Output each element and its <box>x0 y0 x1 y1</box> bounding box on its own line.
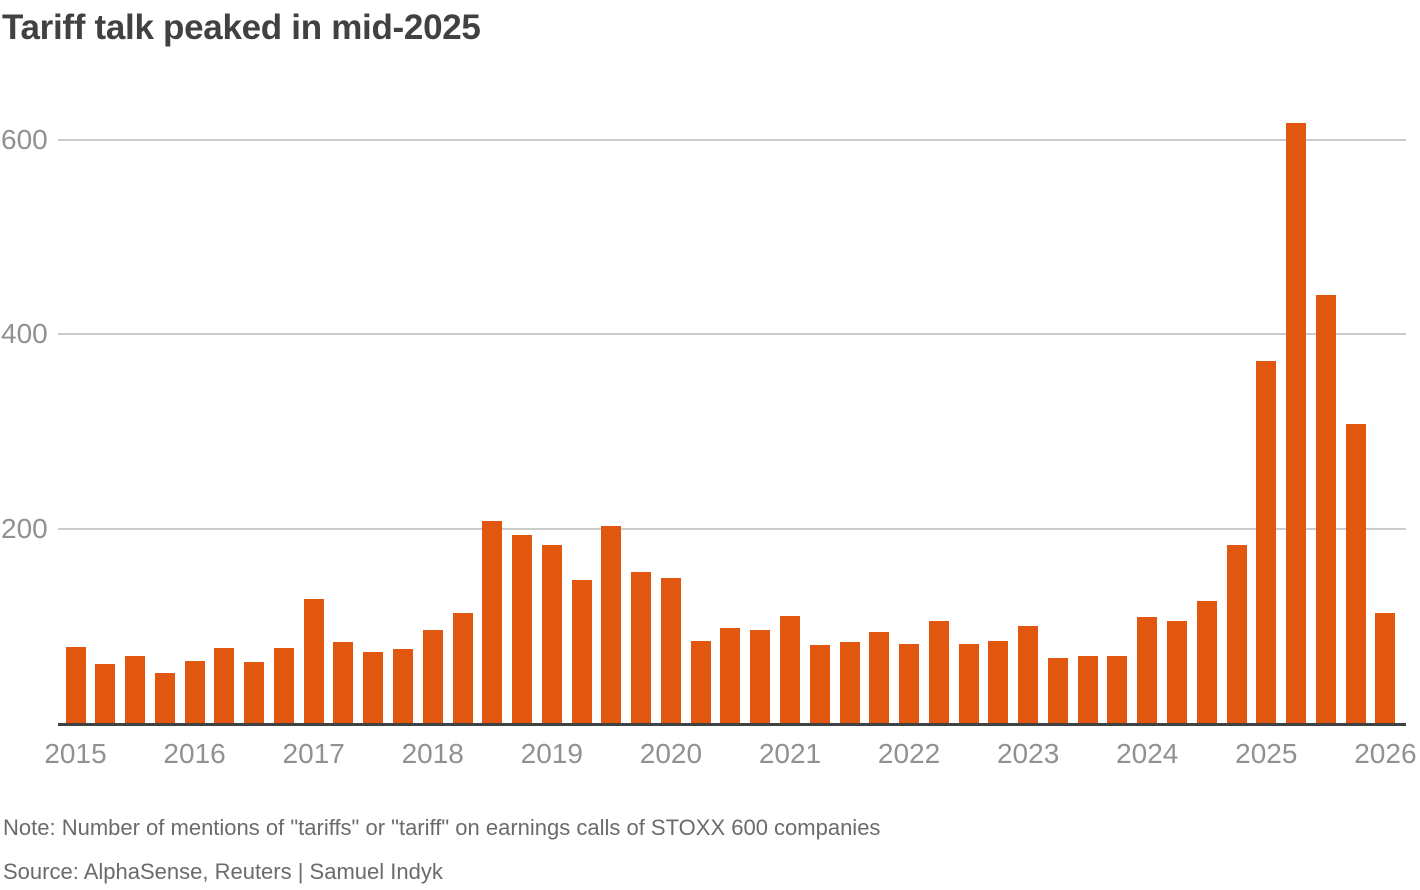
x-axis-tick-label-2017: 2017 <box>282 738 345 769</box>
bar-2015-q4 <box>154 673 175 723</box>
bar-2017-q2 <box>333 642 354 723</box>
chart-title: Tariff talk peaked in mid-2025 <box>2 8 481 47</box>
x-axis-tick-label-2026: 2026 <box>1354 738 1417 769</box>
bar-2020-q2 <box>690 641 711 723</box>
bar-2018-q1 <box>422 629 443 723</box>
bar-2021-q1 <box>779 616 800 723</box>
bar-2022-q3 <box>958 644 979 723</box>
bar-2024-q3 <box>1196 600 1217 723</box>
bar-2018-q2 <box>452 613 473 723</box>
bar-2020-q3 <box>720 627 741 723</box>
source-text: Source: AlphaSense, Reuters | Samuel Ind… <box>3 859 443 884</box>
bar-2022-q4 <box>988 641 1009 723</box>
bar-2016-q3 <box>244 661 265 723</box>
x-axis-tick-label-2020: 2020 <box>639 738 703 769</box>
bar-2015-q3 <box>125 655 146 723</box>
bar-2023-q3 <box>1077 655 1098 723</box>
x-axis-tick-label-2018: 2018 <box>401 738 464 769</box>
bar-2023-q4 <box>1107 655 1128 723</box>
bar-2017-q1 <box>303 598 324 723</box>
x-axis-tick-label-2024: 2024 <box>1116 738 1179 769</box>
bar-2026-q1 <box>1375 613 1396 723</box>
note-text: Note: Number of mentions of "tariffs" or… <box>3 815 881 840</box>
bar-2015-q2 <box>95 663 116 723</box>
bar-2019-q2 <box>571 580 592 723</box>
x-axis-tick-label-2022: 2022 <box>877 738 941 769</box>
bar-2025-q4 <box>1345 423 1366 723</box>
y-axis-tick-label-200: 200 <box>1 512 48 544</box>
bar-2024-q1 <box>1137 617 1158 723</box>
y-axis-tick-label-400: 400 <box>1 318 48 350</box>
bar-2021-q3 <box>839 642 860 723</box>
bar-2021-q4 <box>869 631 890 723</box>
x-axis-line <box>58 723 1406 726</box>
bar-2024-q4 <box>1226 545 1247 723</box>
bar-2017-q3 <box>363 652 384 723</box>
bar-2025-q2 <box>1286 122 1307 723</box>
x-axis-tick-label-2016: 2016 <box>163 738 226 769</box>
bar-2023-q1 <box>1018 625 1039 723</box>
bar-2020-q4 <box>750 629 771 723</box>
bar-2018-q4 <box>512 535 533 723</box>
x-axis-tick-label-2025: 2025 <box>1235 738 1298 769</box>
bar-2016-q2 <box>214 648 235 723</box>
bar-2019-q3 <box>601 525 622 723</box>
gridline-200 <box>58 527 1406 530</box>
bar-2018-q3 <box>482 520 503 723</box>
bar-2016-q1 <box>184 660 205 723</box>
x-axis-tick-label-2015: 2015 <box>44 738 107 769</box>
bar-2022-q1 <box>899 644 920 723</box>
bar-2020-q1 <box>660 578 681 723</box>
bar-2019-q4 <box>631 572 652 723</box>
bar-2023-q2 <box>1047 657 1068 723</box>
bar-2024-q2 <box>1166 620 1187 723</box>
x-axis-tick-label-2023: 2023 <box>996 738 1060 769</box>
x-axis-tick-label-2019: 2019 <box>520 738 583 769</box>
bar-2019-q1 <box>541 545 562 723</box>
y-axis-tick-label-600: 600 <box>1 124 48 155</box>
bar-2015-q1 <box>65 647 86 723</box>
bar-2016-q4 <box>273 648 294 723</box>
bar-2017-q4 <box>392 649 413 723</box>
gridline-400 <box>58 333 1406 336</box>
gridline-600 <box>58 139 1406 141</box>
bar-2025-q3 <box>1315 295 1336 723</box>
bar-2022-q2 <box>928 620 949 723</box>
bar-2021-q2 <box>809 645 830 723</box>
x-axis-tick-label-2021: 2021 <box>758 738 822 769</box>
bar-2025-q1 <box>1256 360 1277 723</box>
